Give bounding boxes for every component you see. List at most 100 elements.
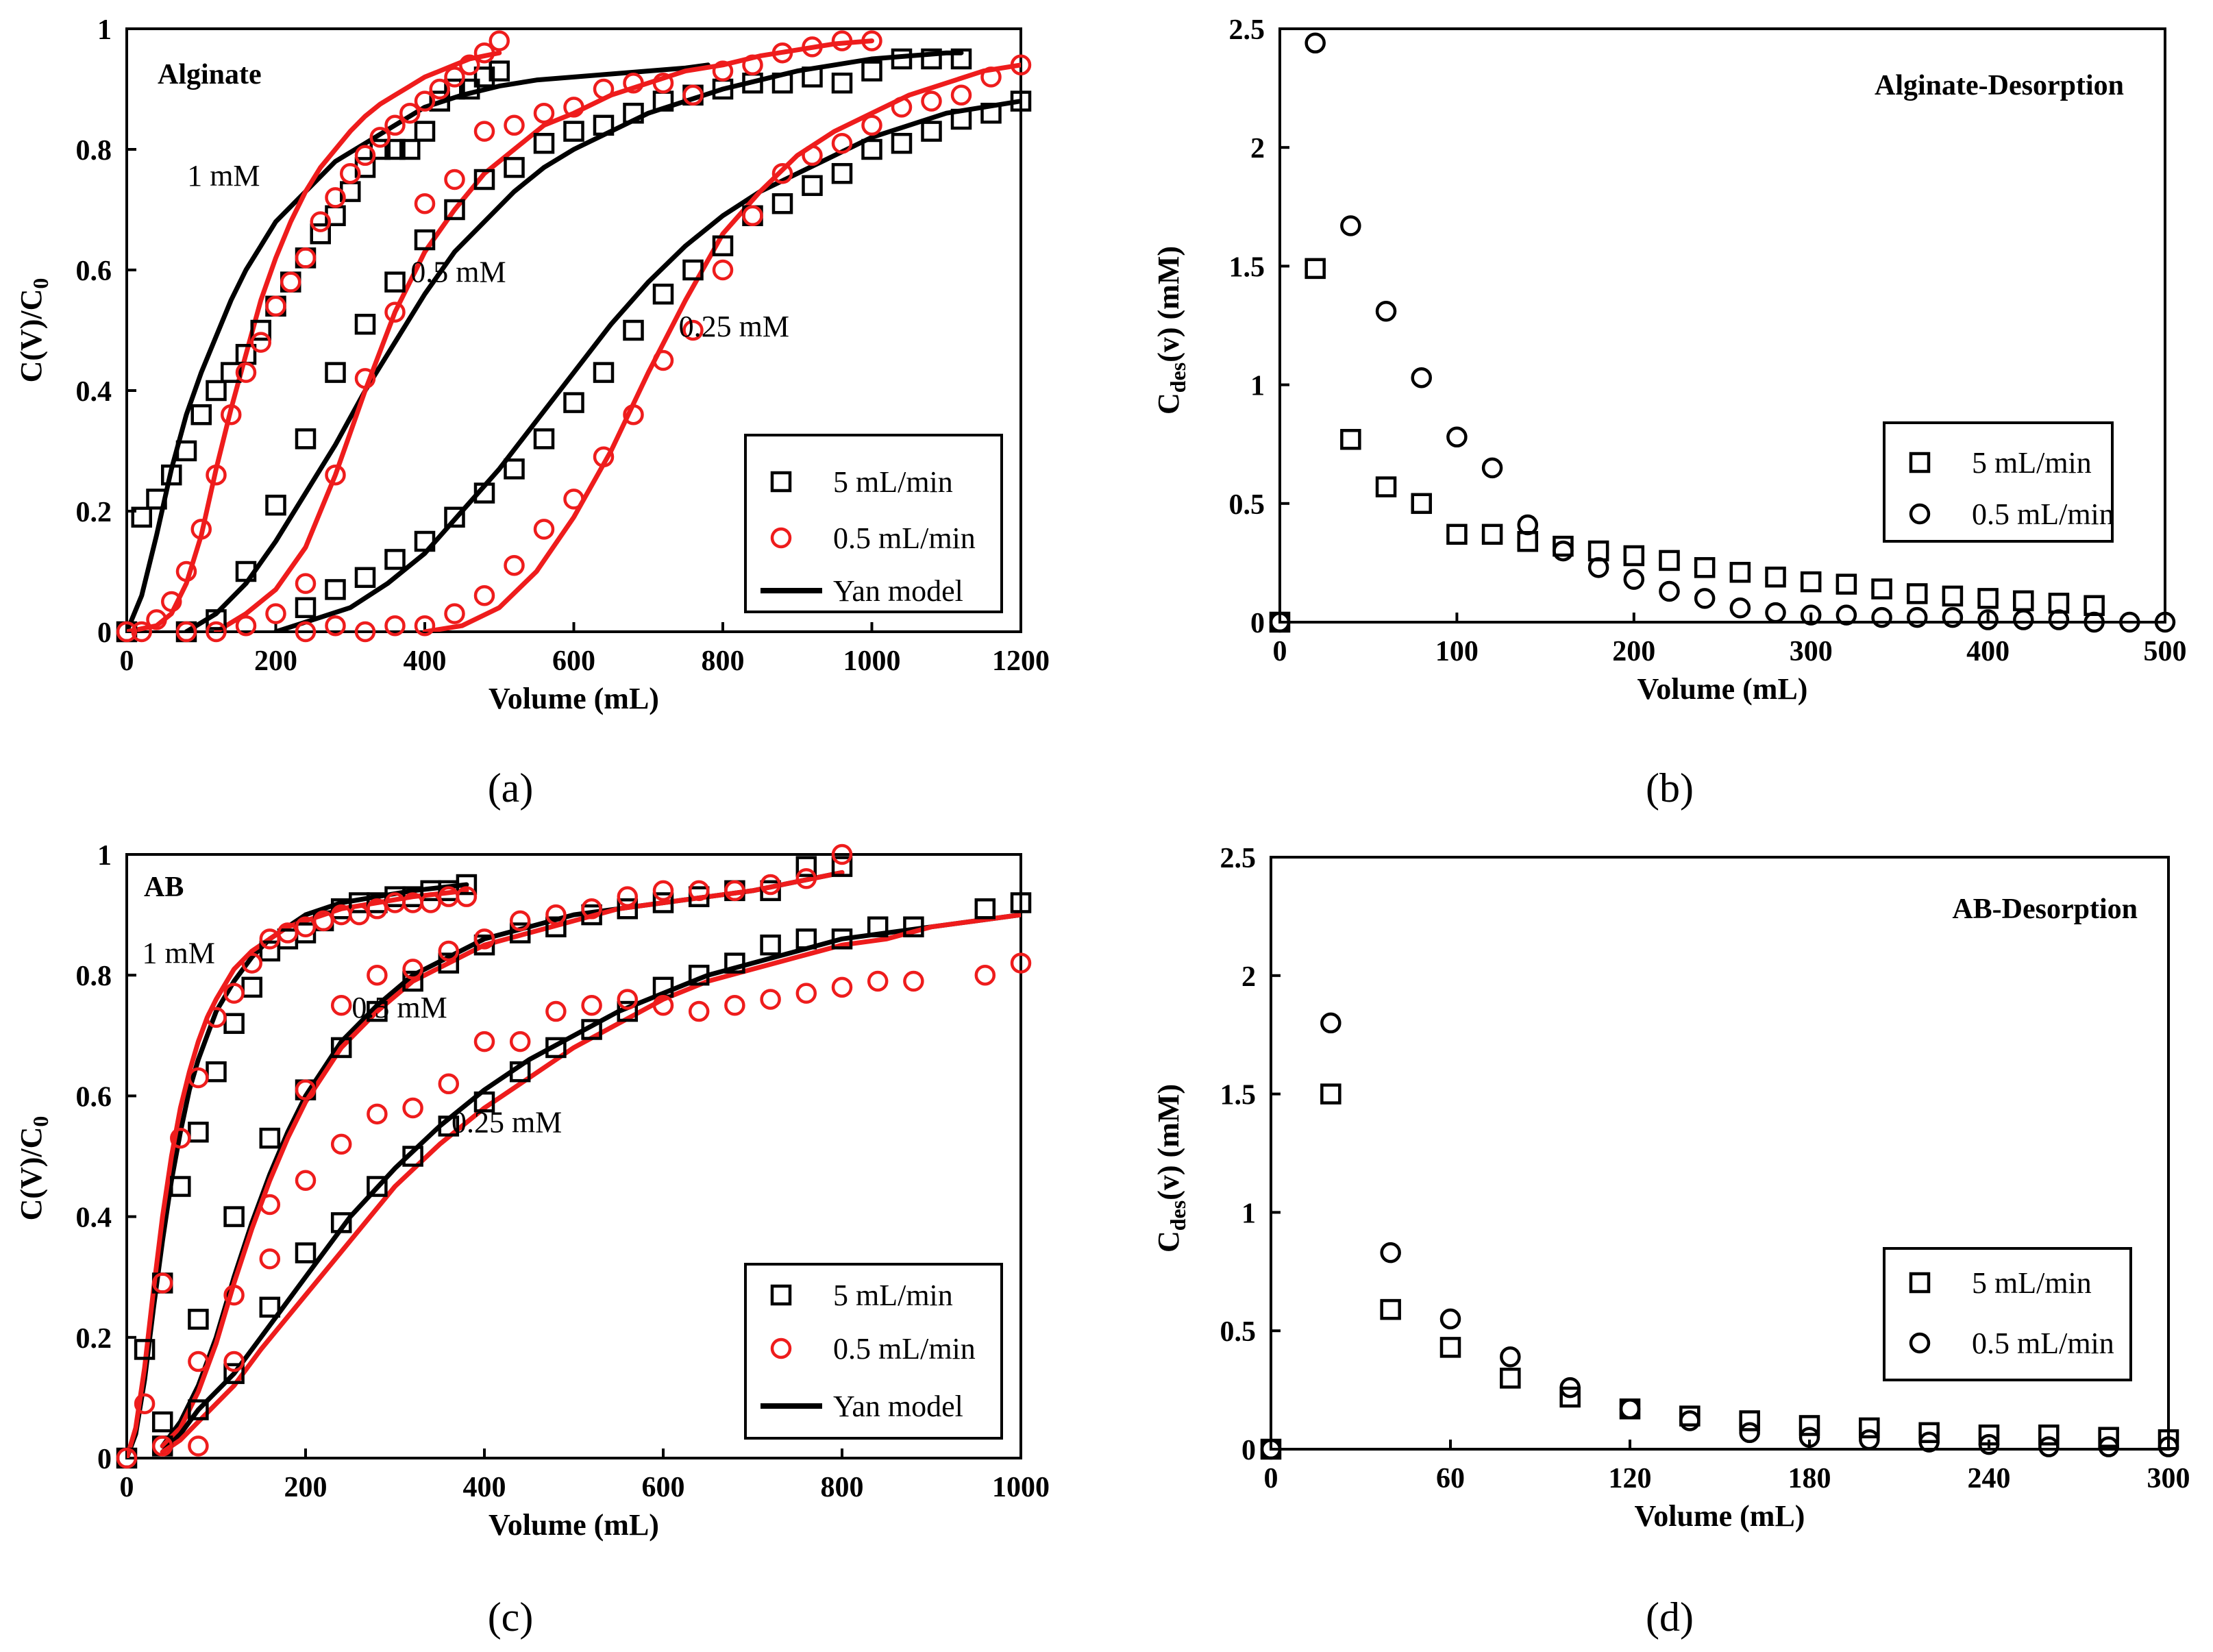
data-point [354, 368, 376, 389]
data-point [250, 319, 271, 341]
data-point [354, 621, 376, 643]
data-point [724, 880, 745, 902]
data-point [974, 898, 996, 920]
y-axis-label: Cdes(v) (mM) [1152, 1084, 1190, 1253]
data-point [682, 259, 704, 281]
data-point [1798, 1427, 1820, 1448]
legend-label: 0.5 mL/min [1972, 1327, 2114, 1360]
data-point [861, 138, 882, 160]
data-point [438, 940, 460, 962]
data-point [533, 519, 555, 540]
chart-panel-c: 0 200 400 600 800 1000 0 0.2 0.4 0.6 0.8 1 Volume (m… [14, 840, 1050, 1640]
data-point [1978, 1425, 2000, 1446]
y-tick-label: 0 [1250, 608, 1265, 639]
data-point [146, 609, 167, 630]
data-point [831, 843, 853, 865]
data-point [950, 108, 972, 130]
y-tick-label: 0.2 [76, 1323, 112, 1355]
data-point [545, 916, 567, 937]
legend-label: 5 mL/min [833, 1279, 953, 1312]
data-point [581, 898, 602, 920]
data-point [581, 995, 602, 1016]
y-tick-label: 1.5 [1220, 1080, 1257, 1111]
model-curve [184, 50, 964, 632]
x-tick-label: 300 [1790, 636, 1833, 667]
data-point [367, 964, 388, 986]
data-point [116, 1447, 138, 1469]
chart-panel-b: 0 100 200 300 400 500 0 0.5 1 1.5 2 2.5 Volume (mL) C… [1152, 14, 2187, 811]
curve-annotation: 0.5 mM [351, 991, 447, 1024]
data-point [1659, 580, 1680, 602]
data-point [1481, 523, 1503, 545]
data-point [623, 72, 644, 94]
data-point [1375, 300, 1397, 322]
data-point [802, 36, 823, 58]
x-tick-label: 0 [1273, 636, 1287, 667]
legend-marker [770, 471, 792, 493]
chart-title: AB-Desorption [1952, 893, 2138, 925]
data-point [742, 54, 763, 76]
data-point [771, 162, 793, 184]
data-point [414, 121, 436, 142]
data-point [533, 428, 555, 449]
x-tick-label: 180 [1788, 1463, 1831, 1494]
data-point [175, 560, 197, 582]
data-point [473, 482, 495, 504]
data-point [265, 603, 286, 624]
data-point [223, 1284, 245, 1306]
data-point [444, 199, 465, 221]
data-point [1679, 1410, 1701, 1431]
y-tick-label: 0 [97, 1444, 112, 1475]
data-point [617, 886, 639, 907]
data-point [295, 428, 317, 449]
x-tick-label: 0 [120, 645, 134, 677]
y-tick-label: 1 [1250, 371, 1265, 402]
data-point [241, 952, 262, 974]
data-point [259, 940, 281, 962]
data-point [1623, 569, 1645, 590]
data-point [325, 362, 346, 383]
chart-panel-a: 0 200 400 600 800 1000 1200 0 0.2 0.4 0.6 0.8 1 Volum… [14, 14, 1050, 811]
data-point [175, 621, 197, 643]
data-point [221, 362, 242, 383]
data-point [1411, 367, 1432, 389]
data-point [509, 910, 531, 932]
data-point [170, 1176, 191, 1197]
data-point [1587, 557, 1609, 578]
data-point [974, 964, 996, 986]
model-curve [160, 870, 845, 1448]
data-point [593, 362, 615, 383]
data-point [295, 1170, 317, 1191]
data-point [682, 84, 704, 106]
data-point [295, 597, 317, 619]
data-point [504, 157, 525, 178]
data-point [617, 898, 639, 920]
data-point [903, 916, 924, 937]
data-point [384, 549, 406, 570]
data-point [131, 506, 152, 528]
data-point [444, 603, 465, 624]
data-point [950, 84, 972, 106]
data-point [223, 1013, 245, 1034]
y-tick-label: 0.6 [76, 256, 112, 287]
data-point [223, 983, 245, 1004]
data-point [903, 970, 924, 992]
data-point [623, 404, 644, 426]
data-point [760, 874, 781, 896]
data-point [459, 78, 480, 100]
data-point [1340, 215, 1361, 236]
data-point [206, 621, 227, 643]
data-point [1269, 611, 1291, 633]
data-point [771, 193, 793, 214]
data-point [473, 66, 495, 88]
data-point [206, 464, 227, 486]
y-tick-label: 1 [97, 840, 112, 872]
x-tick-label: 0 [120, 1472, 134, 1503]
curve-annotation: 1 mM [187, 159, 260, 193]
data-point [330, 995, 352, 1016]
data-point [1739, 1422, 1760, 1444]
data-point [277, 922, 299, 944]
data-point [688, 964, 710, 986]
data-point [280, 271, 301, 293]
data-point [295, 621, 317, 643]
